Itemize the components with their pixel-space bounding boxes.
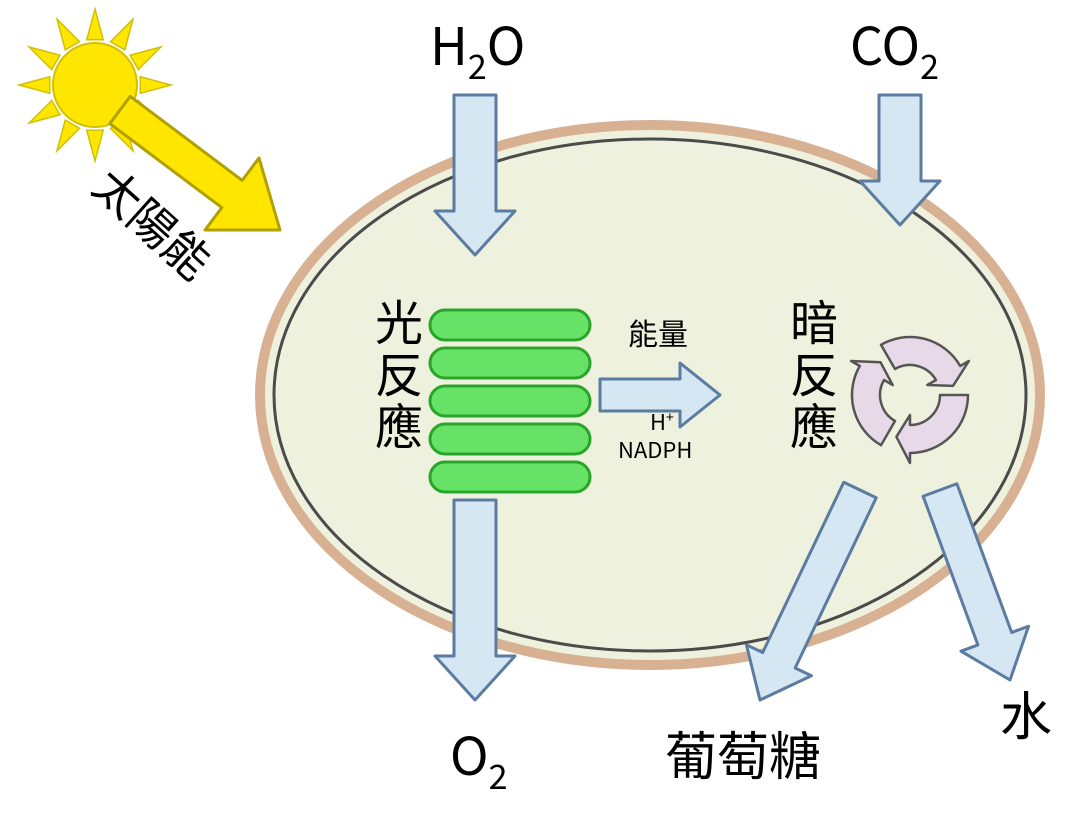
label-dark-reaction: 應 (790, 388, 838, 458)
label-h2o: H2O (430, 5, 525, 89)
label-co2: CO2 (850, 5, 939, 89)
label-energy: 能量 (628, 310, 688, 354)
thylakoid-stack (430, 310, 590, 492)
photosynthesis-diagram: H2OCO2O2太陽能光反應暗反應能量H+NADPH葡萄糖水 (0, 0, 1080, 815)
label-glucose: 葡萄糖 (665, 715, 821, 790)
label-o2: O2 (450, 715, 507, 799)
label-nadph: NADPH (618, 433, 692, 465)
label-light-reaction: 應 (375, 388, 423, 458)
label-water-out: 水 (1000, 675, 1052, 750)
